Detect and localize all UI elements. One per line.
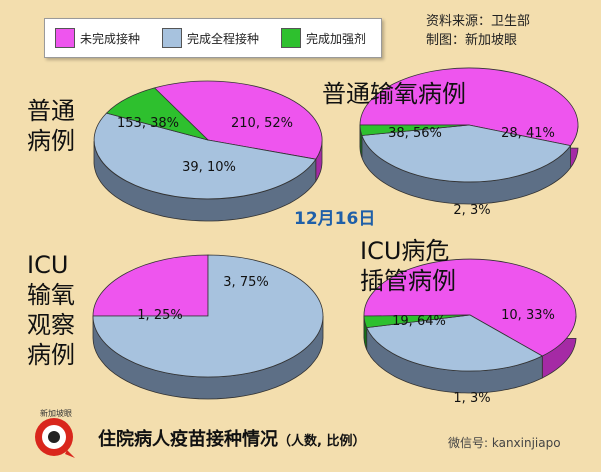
pie-slice	[359, 67, 579, 147]
pie-slice	[363, 258, 577, 357]
pie-slice	[366, 314, 544, 372]
pie-data-label: 38, 56%	[388, 126, 442, 141]
legend-label: 完成全程接种	[187, 31, 260, 46]
pie-slice	[361, 124, 572, 183]
pie-data-label: 1, 25%	[137, 308, 182, 323]
pie-data-label: 19, 64%	[392, 314, 446, 329]
logo-icon	[35, 418, 75, 458]
legend-swatch-booster	[281, 28, 301, 48]
pie-data-label: 3, 75%	[223, 275, 268, 290]
legend-label: 完成加强剂	[306, 31, 367, 46]
credit-line: 制图：新加坡眼	[426, 33, 518, 48]
bottom-title: 住院病人疫苗接种情况（人数, 比例）	[98, 425, 365, 451]
chart-title-general: 普通病例	[27, 97, 75, 155]
pie-data-label: 1, 3%	[453, 391, 490, 406]
pie-slice	[92, 254, 209, 317]
bottom-title-main: 住院病人疫苗接种情况	[98, 429, 278, 450]
legend-item-fully-vaccinated: 完成全程接种	[162, 28, 259, 48]
chart-title-general-oxygen: 普通输氧病例	[322, 80, 466, 108]
source-line: 资料来源：卫生部	[426, 14, 531, 29]
legend-label: 未完成接种	[80, 31, 141, 46]
pie-slice	[92, 254, 324, 378]
pie-data-label: 39, 10%	[182, 160, 236, 175]
date-label: 12月16日	[294, 209, 376, 229]
logo-text: 新加坡眼	[40, 409, 72, 418]
source-credit: 资料来源：卫生部 制图：新加坡眼	[426, 12, 530, 50]
legend-swatch-unvaccinated	[55, 28, 75, 48]
chart-title-icu-intubated: ICU病危插管病例	[360, 237, 456, 295]
pie-data-label: 2, 3%	[453, 203, 490, 218]
pie-slice	[359, 124, 470, 136]
pie-data-label: 210, 52%	[231, 116, 293, 131]
pie-slice	[363, 314, 471, 329]
pie-data-label: 10, 33%	[501, 308, 555, 323]
wechat-id: 微信号: kanxinjiapo	[448, 436, 561, 450]
pie-data-label: 153, 38%	[117, 116, 179, 131]
legend-swatch-fully-vaccinated	[162, 28, 182, 48]
pie-data-label: 28, 41%	[501, 126, 555, 141]
legend-item-unvaccinated: 未完成接种	[55, 28, 140, 48]
pie-slice	[153, 80, 323, 160]
chart-title-icu-observation: ICU输氧观察病例	[27, 251, 75, 369]
pie-slice	[93, 112, 317, 200]
bottom-title-sub: （人数, 比例）	[278, 434, 366, 449]
legend-item-booster: 完成加强剂	[281, 28, 366, 48]
pie-slice	[105, 87, 210, 141]
chart-legend: 未完成接种 完成全程接种 完成加强剂	[44, 18, 382, 58]
